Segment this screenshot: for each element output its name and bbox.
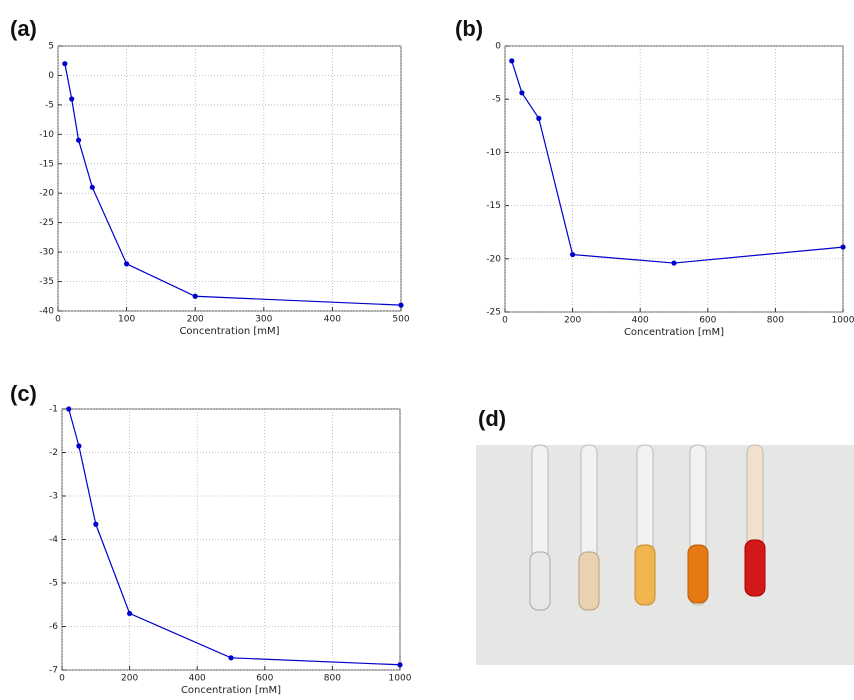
x-tick-label: 400 <box>189 674 206 684</box>
y-tick-label: -10 <box>39 130 54 140</box>
data-point <box>570 251 576 258</box>
panel-label: (b) <box>455 16 483 41</box>
y-tick-label: -15 <box>486 201 501 211</box>
data-point <box>671 260 677 266</box>
x-tick-label: 0 <box>55 315 61 325</box>
data-point <box>519 90 525 96</box>
x-tick-label: 500 <box>392 315 409 325</box>
data-point <box>398 302 404 308</box>
data-point <box>397 662 403 668</box>
data-point <box>127 610 133 617</box>
x-tick-label: 1000 <box>389 674 412 684</box>
panel-label: (c) <box>10 381 37 406</box>
tube-liquid <box>529 551 551 611</box>
y-tick-label: -4 <box>49 535 58 545</box>
y-tick-label: -20 <box>486 254 501 264</box>
y-tick-label: -15 <box>39 159 54 169</box>
data-point <box>69 96 75 102</box>
photo <box>476 444 854 665</box>
x-tick-label: 400 <box>324 315 341 325</box>
panel-label: (a) <box>10 16 37 41</box>
x-tick-label: 600 <box>256 674 273 684</box>
x-tick-label: 800 <box>324 674 341 684</box>
plot-area <box>504 45 844 313</box>
x-tick-label: 1000 <box>832 316 854 326</box>
data-point <box>228 655 234 661</box>
y-tick-label: -5 <box>45 100 54 110</box>
data-line <box>68 408 401 666</box>
data-point <box>192 293 198 299</box>
x-axis-label: Concentration [mM] <box>179 326 279 337</box>
x-tick-label: 600 <box>699 316 716 326</box>
y-tick-label: -40 <box>39 307 54 317</box>
y-tick-label: 0 <box>48 71 54 81</box>
data-point <box>536 115 542 121</box>
y-tick-label: -3 <box>49 492 58 502</box>
y-tick-label: -30 <box>39 248 54 258</box>
tube-liquid <box>744 539 766 597</box>
x-tick-label: 800 <box>767 316 784 326</box>
panel-label: (d) <box>478 406 506 431</box>
y-tick-label: -25 <box>486 308 501 318</box>
y-tick-label: -10 <box>486 148 501 158</box>
tube-liquid <box>578 551 600 611</box>
x-tick-label: 200 <box>187 315 204 325</box>
x-tick-label: 0 <box>59 674 65 684</box>
x-axis-label: Concentration [mM] <box>624 327 724 338</box>
y-tick-label: 5 <box>48 42 54 52</box>
tube-liquid <box>687 544 709 604</box>
y-tick-label: -5 <box>492 95 501 105</box>
y-tick-label: -20 <box>39 189 54 199</box>
x-tick-label: 300 <box>255 315 272 325</box>
y-tick-label: -2 <box>49 448 58 458</box>
x-tick-label: 100 <box>118 315 135 325</box>
y-tick-label: -5 <box>49 579 58 589</box>
x-tick-label: 0 <box>502 316 508 326</box>
x-tick-label: 400 <box>632 316 649 326</box>
y-tick-label: -1 <box>49 405 58 415</box>
data-point <box>509 58 515 64</box>
y-tick-label: -7 <box>49 666 58 676</box>
plot-area <box>57 45 402 312</box>
data-point <box>76 443 82 449</box>
x-tick-label: 200 <box>564 316 581 326</box>
tube-liquid <box>634 544 656 606</box>
y-tick-label: -25 <box>39 218 54 228</box>
y-tick-label: -6 <box>49 622 58 632</box>
x-tick-label: 200 <box>121 674 138 684</box>
y-tick-label: -35 <box>39 277 54 287</box>
data-point <box>89 184 95 190</box>
data-point <box>124 261 130 267</box>
data-point <box>62 61 68 67</box>
data-point <box>93 521 99 527</box>
data-point <box>66 406 72 412</box>
tubes <box>529 444 766 611</box>
x-axis-label: Concentration [mM] <box>181 685 281 696</box>
data-point <box>75 137 82 143</box>
y-tick-label: 0 <box>495 42 501 52</box>
data-point <box>840 244 846 250</box>
data-line <box>511 60 844 264</box>
